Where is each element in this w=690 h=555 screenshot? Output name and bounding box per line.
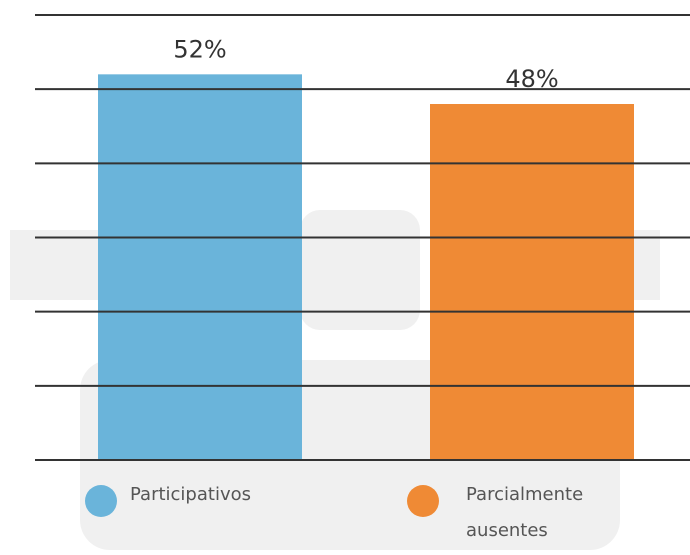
legend-label: Parcialmente ausentes bbox=[466, 484, 584, 541]
value-label: 52% bbox=[173, 35, 226, 63]
bar bbox=[430, 104, 634, 460]
legend-label: Participativos bbox=[130, 484, 251, 505]
legend-marker bbox=[85, 485, 117, 517]
legend-marker bbox=[407, 485, 439, 517]
bar bbox=[98, 74, 302, 460]
